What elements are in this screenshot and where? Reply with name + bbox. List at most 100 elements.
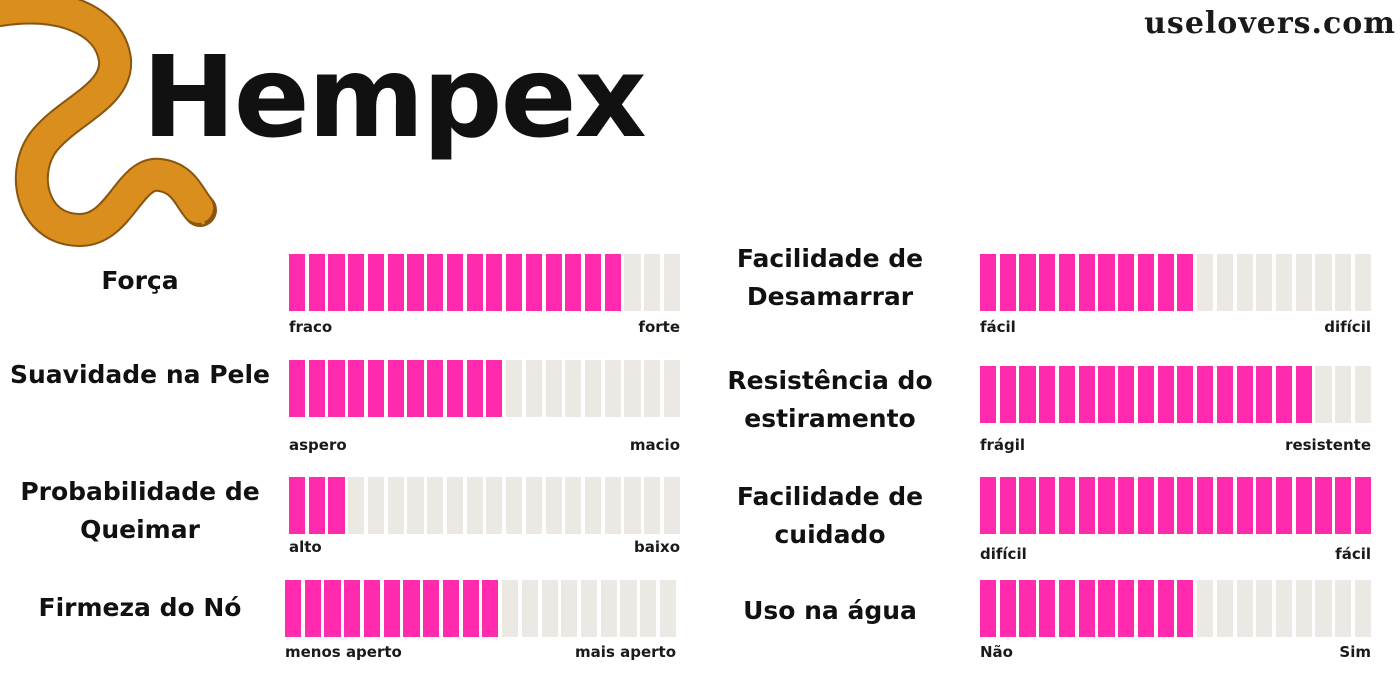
bar-segment-filled: [427, 254, 444, 311]
rating-bar: [289, 477, 681, 534]
bar-segment-empty: [506, 477, 523, 534]
scale-max-label: macio: [629, 436, 680, 454]
rating-bar: [289, 360, 681, 417]
bar-segment-filled: [367, 254, 385, 311]
rope-illustration: [0, 0, 217, 248]
bar-segment-filled: [1276, 366, 1293, 423]
bar-segment-filled: [328, 254, 345, 311]
scale-min-label: frágil: [980, 436, 1026, 454]
bar-segment-filled: [565, 254, 582, 311]
bar-segment-empty: [585, 477, 602, 534]
bar-segment-filled: [383, 580, 400, 637]
bar-segment-filled: [308, 254, 325, 311]
bar-segment-empty: [525, 360, 542, 417]
bar-segment-filled: [1019, 477, 1036, 534]
rating-label: Facilidade de Desamarrar: [736, 244, 924, 311]
bar-segment-filled: [1177, 366, 1194, 423]
bar-segment-empty: [521, 580, 538, 637]
rating-bar: [285, 580, 677, 637]
bar-segment-filled: [1118, 366, 1135, 423]
bar-segment-empty: [1236, 254, 1253, 311]
rating-label: Resistência do estiramento: [727, 366, 933, 433]
bar-segment-empty: [1256, 580, 1273, 637]
bar-segment-empty: [565, 477, 582, 534]
bar-segment-filled: [442, 580, 460, 637]
bar-segment-empty: [427, 477, 444, 534]
bar-segment-filled: [348, 254, 365, 311]
bar-segment-filled: [1197, 366, 1214, 423]
bar-segment-empty: [1315, 580, 1332, 637]
bar-segment-filled: [1354, 477, 1372, 534]
bar-segment-empty: [644, 254, 661, 311]
bar-segment-filled: [1256, 366, 1273, 423]
bar-segment-filled: [446, 360, 464, 417]
scale-max-label: resistente: [1285, 436, 1371, 454]
bar-segment-filled: [1137, 366, 1155, 423]
bar-segment-empty: [1197, 254, 1214, 311]
bar-segment-filled: [328, 360, 345, 417]
bar-segment-filled: [980, 366, 997, 423]
bar-segment-filled: [486, 254, 503, 311]
scale-min-label: fácil: [980, 318, 1016, 336]
bar-segment-filled: [407, 254, 424, 311]
rating-label: Uso na água: [743, 596, 917, 625]
bar-segment-empty: [1216, 254, 1233, 311]
bar-segment-filled: [427, 360, 444, 417]
bar-segment-filled: [604, 254, 621, 311]
bar-segment-filled: [980, 580, 997, 637]
bar-segment-empty: [486, 477, 503, 534]
bar-segment-filled: [1315, 477, 1332, 534]
bar-segment-filled: [980, 254, 997, 311]
bar-segment-empty: [1315, 254, 1332, 311]
bar-segment-filled: [285, 580, 302, 637]
bar-segment-filled: [1216, 477, 1233, 534]
bar-segment-filled: [1295, 366, 1312, 423]
bar-segment-filled: [1276, 477, 1293, 534]
bar-segment-empty: [663, 254, 681, 311]
bar-segment-filled: [1197, 477, 1214, 534]
bar-segment-empty: [1276, 254, 1293, 311]
bar-segment-filled: [980, 477, 997, 534]
scale-max-label: baixo: [634, 538, 680, 556]
bar-segment-filled: [1137, 254, 1155, 311]
bar-segment-filled: [1256, 477, 1273, 534]
bar-segment-empty: [581, 580, 598, 637]
bar-segment-empty: [624, 360, 641, 417]
rating-label: Probabilidade de Queimar: [20, 477, 260, 544]
bar-segment-empty: [387, 477, 404, 534]
scale-max-label: Sim: [1339, 643, 1371, 661]
bar-segment-filled: [289, 254, 306, 311]
bar-segment-filled: [1098, 580, 1115, 637]
bar-segment-empty: [604, 477, 621, 534]
rating-bar: [980, 366, 1372, 423]
rating-bar: [980, 254, 1372, 311]
bar-segment-filled: [1058, 254, 1076, 311]
bar-segment-filled: [407, 360, 424, 417]
bar-segment-filled: [363, 580, 381, 637]
bar-segment-filled: [1157, 580, 1174, 637]
bar-segment-empty: [640, 580, 657, 637]
bar-segment-empty: [600, 580, 617, 637]
bar-segment-empty: [1295, 254, 1312, 311]
bar-segment-filled: [506, 254, 523, 311]
scale-min-label: aspero: [289, 436, 347, 454]
bar-segment-empty: [644, 477, 661, 534]
bar-segment-filled: [328, 477, 345, 534]
bar-segment-empty: [663, 360, 681, 417]
bar-segment-empty: [1335, 580, 1352, 637]
bar-segment-empty: [1236, 580, 1253, 637]
bar-segment-filled: [304, 580, 321, 637]
bar-segment-filled: [1078, 477, 1095, 534]
bar-segment-filled: [1137, 477, 1155, 534]
scale-min-label: difícil: [980, 545, 1027, 563]
rating-label: Facilidade de cuidado: [736, 482, 924, 549]
bar-segment-filled: [1058, 580, 1076, 637]
bar-segment-filled: [1039, 366, 1056, 423]
bar-segment-filled: [1216, 366, 1233, 423]
bar-segment-empty: [1354, 580, 1372, 637]
bar-segment-filled: [1137, 580, 1155, 637]
bar-segment-filled: [1098, 366, 1115, 423]
bar-segment-filled: [1236, 366, 1253, 423]
bar-segment-empty: [561, 580, 578, 637]
bar-segment-filled: [466, 254, 483, 311]
